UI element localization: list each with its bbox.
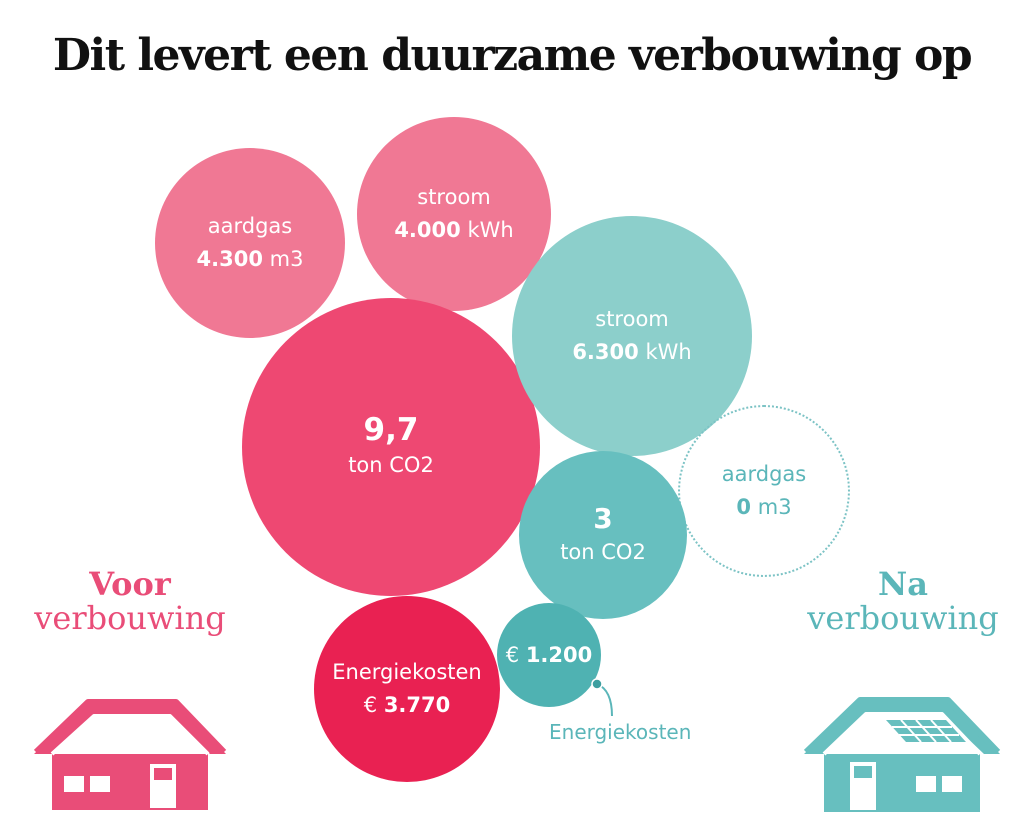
bubble-na-aardgas-unit: m3	[757, 495, 792, 519]
bubble-na-kosten: € 1.200	[497, 603, 601, 707]
bubble-voor-aardgas-value: 4.300	[196, 247, 263, 271]
bubble-voor-aardgas: aardgas 4.300 m3	[155, 148, 345, 338]
na-label-rest: verbouwing	[807, 598, 999, 637]
voor-label-bold: Voor	[89, 565, 171, 603]
bubble-na-kosten-currency: €	[505, 642, 520, 667]
bubble-voor-stroom-value: 4.000	[394, 218, 461, 242]
bubble-na-stroom-value: 6.300	[572, 340, 639, 364]
bubble-na-stroom-unit: kWh	[645, 340, 692, 364]
voor-label: Voor verbouwing	[20, 565, 240, 637]
callout-dot	[591, 678, 603, 690]
bubble-na-stroom-label: stroom	[595, 307, 669, 332]
bubble-voor-kosten-currency: €	[363, 693, 378, 717]
bubble-voor-co2-value: 9,7	[363, 412, 419, 449]
bubble-na-co2: 3 ton CO2	[519, 451, 687, 619]
bubble-voor-stroom: stroom 4.000 kWh	[357, 117, 551, 311]
bubble-na-aardgas-label: aardgas	[721, 462, 807, 487]
voor-label-rest: verbouwing	[34, 598, 226, 637]
na-label-bold: Na	[878, 565, 928, 603]
bubble-na-aardgas-value: 0	[736, 495, 752, 519]
bubble-voor-stroom-label: stroom	[417, 185, 491, 210]
bubble-voor-aardgas-unit: m3	[269, 247, 304, 271]
na-label: Na verbouwing	[793, 565, 1013, 637]
bubble-na-kosten-value: 1.200	[525, 642, 593, 667]
bubble-voor-kosten-label: Energiekosten	[332, 660, 482, 685]
bubble-voor-kosten-value: 3.770	[383, 693, 451, 717]
bubble-na-aardgas: aardgas 0 m3	[678, 405, 850, 577]
house-voor-icon	[33, 699, 227, 810]
page-title: Dit levert een duurzame verbouwing op	[52, 30, 973, 81]
bubble-voor-kosten: Energiekosten € 3.770	[314, 596, 500, 782]
bubble-voor-co2-unit: ton CO2	[348, 453, 434, 478]
bubble-voor-stroom-unit: kWh	[467, 218, 514, 242]
bubble-na-stroom: stroom 6.300 kWh	[512, 216, 752, 456]
house-na-icon	[803, 697, 1001, 812]
callout-na-kosten-label: Energiekosten	[549, 720, 692, 744]
bubble-voor-aardgas-label: aardgas	[207, 214, 293, 239]
bubble-na-co2-value: 3	[593, 502, 613, 536]
bubble-na-co2-unit: ton CO2	[560, 540, 646, 565]
bubble-voor-co2: 9,7 ton CO2	[242, 298, 540, 596]
